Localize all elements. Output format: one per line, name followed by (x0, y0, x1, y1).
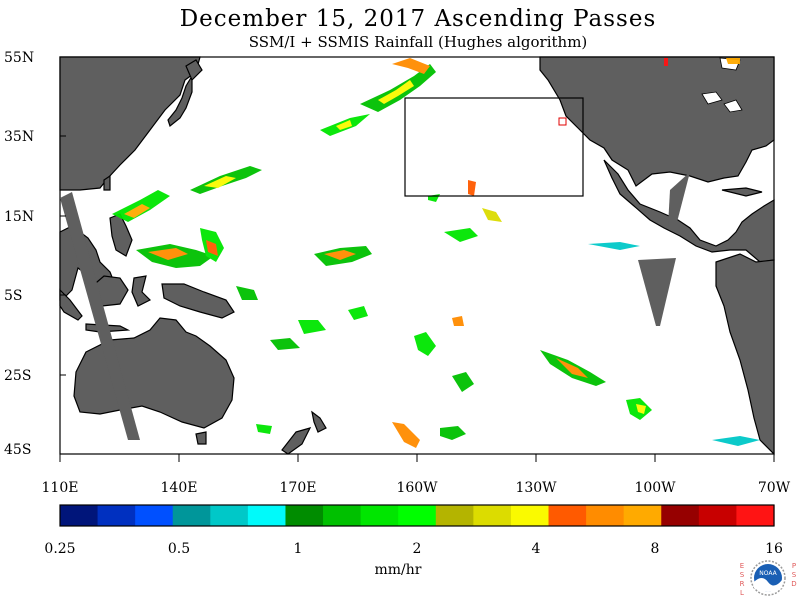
logo-letter: L (740, 589, 744, 597)
lon-label-100w: 100W (634, 480, 676, 496)
colorbar-swatch (548, 505, 587, 526)
axis-ticks (59, 56, 775, 462)
data-gap-swaths (60, 172, 690, 440)
swath-gap-north (668, 172, 690, 226)
map-title: December 15, 2017 Ascending Passes (179, 6, 657, 32)
sulawesi-landmass (131, 275, 152, 307)
colorbar-swatch (398, 505, 437, 526)
logo-letter: P (792, 562, 796, 570)
colorbar-label-0-25: 0.25 (44, 541, 76, 557)
lat-label-25s: 25S (4, 368, 32, 384)
nz-north-island (311, 410, 327, 433)
new-guinea-landmass (161, 283, 235, 319)
logo-center-text: NOAA (759, 570, 777, 577)
lon-label-160w: 160W (396, 480, 438, 496)
colorbar-swatch (172, 505, 211, 526)
lon-label-140e: 140E (160, 480, 198, 496)
colorbar-swatch (210, 505, 249, 526)
lat-label-45s: 45S (4, 442, 32, 458)
colorbar-swatch (473, 505, 512, 526)
lat-label-55n: 55N (4, 50, 35, 66)
colorbar-swatch (736, 505, 775, 526)
lat-label-35n: 35N (4, 129, 35, 145)
colorbar-swatch (323, 505, 362, 526)
japan-landmass (167, 73, 193, 128)
logo-right-letters: PSD (791, 562, 796, 588)
colorbar-label-2: 2 (412, 541, 422, 557)
location-marker (558, 117, 567, 126)
north-america-landmass (539, 56, 775, 187)
land-masses (59, 56, 775, 456)
rainfall-patches (112, 58, 760, 448)
lon-label-130w: 130W (515, 480, 557, 496)
logo-letter: S (792, 571, 797, 579)
logo-letter: R (740, 580, 745, 588)
colorbar-label-1: 1 (293, 541, 303, 557)
colorbar-swatch (586, 505, 625, 526)
map-subtitle: SSM/I + SSMIS Rainfall (Hughes algorithm… (248, 33, 588, 51)
lon-label-70w: 70W (757, 480, 791, 496)
swath-gap-central (638, 258, 676, 326)
colorbar-swatch (510, 505, 550, 526)
great-lakes (701, 57, 743, 113)
colorbar-swatch (97, 505, 136, 526)
swath-gap-west (60, 192, 140, 440)
colorbar-label-16: 16 (765, 541, 783, 557)
region-box (404, 97, 584, 197)
colorbar-swatch (360, 505, 399, 526)
lat-label-15n: 15N (4, 209, 35, 225)
sumatra-landmass (59, 288, 83, 321)
colorbar (59, 504, 775, 527)
colorbar-label-4: 4 (531, 541, 541, 557)
lat-label-5s: 5S (4, 288, 23, 304)
tasmania-landmass (195, 431, 207, 445)
logo-letter: S (740, 571, 745, 579)
cuba-landmass (721, 187, 763, 197)
seagull-wave-icon (754, 578, 782, 592)
colorbar-label-8: 8 (650, 541, 660, 557)
colorbar-swatch (285, 505, 324, 526)
colorbar-swatch (247, 505, 287, 526)
colorbar-units: mm/hr (374, 562, 422, 578)
lon-label-170e: 170E (279, 480, 317, 496)
colorbar-swatch (698, 505, 738, 526)
colorbar-label-0-5: 0.5 (167, 541, 191, 557)
nz-south-island (281, 427, 312, 455)
hokkaido-landmass (185, 59, 203, 82)
colorbar-swatch (623, 505, 662, 526)
logo-letter: E (740, 562, 744, 570)
colorbar-swatch (135, 505, 174, 526)
taiwan-landmass (103, 174, 111, 191)
lon-label-110e: 110E (41, 480, 79, 496)
south-america-landmass (715, 253, 775, 456)
colorbar-swatch (661, 505, 700, 526)
colorbar-swatch (60, 505, 99, 526)
colorbar-border (59, 504, 775, 527)
logo-letter: D (791, 580, 796, 588)
colorbar-swatch (435, 505, 474, 526)
